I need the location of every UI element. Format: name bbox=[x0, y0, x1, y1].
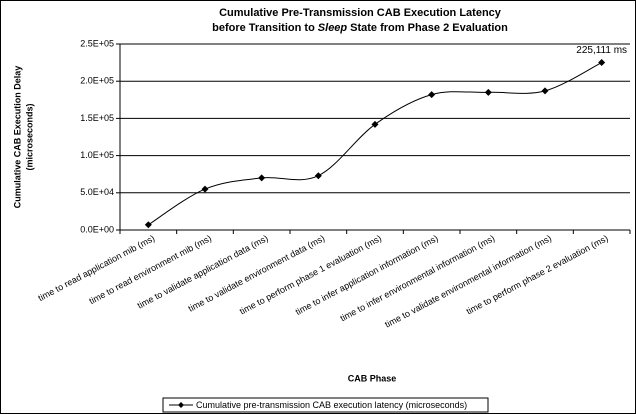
legend-label: Cumulative pre-transmission CAB executio… bbox=[196, 400, 467, 410]
title-part: before Transition to bbox=[212, 22, 315, 34]
point-marker bbox=[371, 120, 379, 128]
point-marker bbox=[314, 172, 322, 180]
y-tick-label: 2.0E+05 bbox=[80, 76, 114, 86]
point-marker bbox=[598, 59, 606, 67]
point-marker bbox=[428, 91, 436, 99]
point-marker bbox=[144, 221, 152, 229]
chart-title: Cumulative Pre-Transmission CAB Executio… bbox=[219, 7, 502, 19]
y-tick-label: 1.5E+05 bbox=[80, 113, 114, 123]
y-tick-label: 5.0E+04 bbox=[80, 187, 114, 197]
y-axis-title: (microseconds) bbox=[24, 103, 34, 170]
y-axis-title: Cumulative CAB Execution Delay bbox=[12, 66, 22, 209]
point-marker bbox=[484, 88, 492, 96]
point-marker bbox=[541, 87, 549, 95]
chart-subtitle: before Transition to Sleep State from Phas… bbox=[212, 22, 508, 34]
point-marker bbox=[201, 185, 209, 193]
y-tick-label: 0.0E+00 bbox=[80, 224, 114, 234]
x-axis-title: CAB Phase bbox=[348, 373, 397, 383]
y-tick-label: 2.5E+05 bbox=[80, 38, 114, 48]
title-emphasis: Sleep bbox=[318, 22, 348, 34]
y-tick-label: 1.0E+05 bbox=[80, 150, 114, 160]
legend-box bbox=[162, 397, 489, 413]
legend-marker bbox=[178, 402, 184, 408]
data-label: 225,111 ms bbox=[576, 45, 627, 56]
point-marker bbox=[258, 174, 266, 182]
title-part: State from Phase 2 Evaluation bbox=[350, 22, 508, 34]
